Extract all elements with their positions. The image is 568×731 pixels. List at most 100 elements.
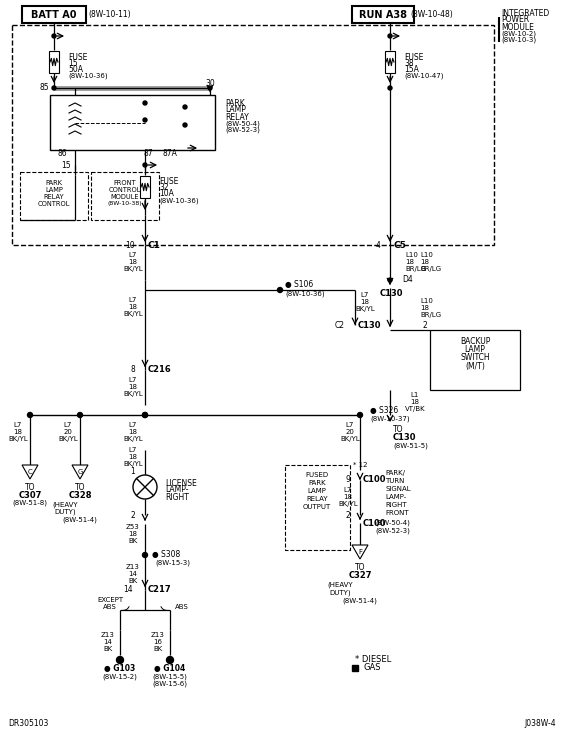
Text: RUN A38: RUN A38 (359, 10, 407, 20)
Text: 14: 14 (123, 586, 133, 594)
Text: LAMP: LAMP (307, 488, 327, 494)
Text: TO: TO (25, 482, 35, 491)
Bar (352, 6, 414, 23)
Text: BACKUP: BACKUP (460, 338, 490, 346)
Text: FUSE: FUSE (159, 178, 178, 186)
Text: ● G103: ● G103 (105, 664, 136, 673)
Text: RIGHT: RIGHT (385, 502, 407, 508)
Text: MODULE: MODULE (111, 194, 139, 200)
Text: BK/YL: BK/YL (355, 306, 375, 312)
Text: BK/YL: BK/YL (123, 311, 143, 317)
Text: DUTY): DUTY) (329, 590, 351, 596)
Text: (8W-52-3): (8W-52-3) (225, 126, 260, 133)
Circle shape (183, 105, 187, 109)
Text: D4: D4 (402, 276, 413, 284)
Text: BK/YL: BK/YL (340, 436, 360, 442)
Text: 15: 15 (68, 58, 78, 67)
Text: (8W-10-2): (8W-10-2) (501, 31, 536, 37)
Text: C130: C130 (380, 289, 403, 298)
Circle shape (388, 278, 392, 282)
Text: 20: 20 (64, 429, 73, 435)
Text: 18: 18 (420, 259, 429, 265)
Text: 86: 86 (57, 148, 67, 157)
Text: RIGHT: RIGHT (165, 493, 189, 501)
Text: BK: BK (128, 538, 137, 544)
Text: RELAY: RELAY (306, 496, 328, 502)
Bar (22, 6, 86, 23)
Text: (8W-51-4): (8W-51-4) (62, 517, 98, 523)
Text: CONTROL: CONTROL (38, 201, 70, 207)
Text: ABS: ABS (175, 604, 189, 610)
Text: 20: 20 (345, 429, 354, 435)
Text: VT/BK: VT/BK (404, 406, 425, 412)
Text: J038W-4: J038W-4 (524, 719, 556, 727)
Text: (8W-50-4): (8W-50-4) (225, 121, 260, 127)
Text: 87: 87 (143, 148, 153, 157)
Text: L1: L1 (411, 392, 419, 398)
Text: DR305103: DR305103 (8, 719, 48, 727)
Text: C100: C100 (363, 518, 386, 528)
Text: C5: C5 (393, 240, 406, 249)
Text: 1: 1 (131, 466, 135, 475)
Circle shape (143, 101, 147, 105)
Text: * DIESEL: * DIESEL (355, 656, 391, 664)
Text: L7: L7 (129, 377, 137, 383)
Text: TO: TO (75, 482, 85, 491)
Text: (8W-15-5): (8W-15-5) (153, 674, 187, 681)
Polygon shape (352, 545, 368, 559)
Text: RELAY: RELAY (44, 194, 64, 200)
Text: FUSED: FUSED (306, 472, 328, 478)
Bar (20, 172, 88, 220)
Text: (8W-15-2): (8W-15-2) (103, 674, 137, 681)
Text: L7: L7 (14, 422, 22, 428)
Circle shape (166, 656, 173, 664)
Text: LICENSE: LICENSE (165, 479, 197, 488)
Text: INTEGRATED: INTEGRATED (501, 9, 549, 18)
Circle shape (143, 553, 148, 558)
Text: BK/YL: BK/YL (338, 501, 358, 507)
Text: PARK: PARK (225, 99, 245, 107)
Circle shape (77, 412, 82, 417)
Text: BR/LG: BR/LG (420, 266, 441, 272)
Text: Z13: Z13 (151, 632, 165, 638)
Text: 14: 14 (128, 571, 137, 577)
Text: RELAY: RELAY (225, 113, 249, 121)
Text: 2: 2 (345, 510, 350, 520)
Text: 2: 2 (422, 320, 427, 330)
Text: Z53: Z53 (126, 524, 140, 530)
Text: L7: L7 (361, 292, 369, 298)
Text: BK/YL: BK/YL (123, 266, 143, 272)
Circle shape (27, 412, 32, 417)
Text: 18: 18 (128, 454, 137, 460)
Text: PARK/: PARK/ (385, 470, 405, 476)
Text: LAMP-: LAMP- (385, 494, 406, 500)
Text: 85: 85 (39, 83, 49, 93)
Text: * 12: * 12 (353, 462, 367, 468)
Text: C2: C2 (335, 320, 345, 330)
Text: MODULE: MODULE (501, 23, 534, 31)
Text: ABS: ABS (103, 604, 117, 610)
Text: (8W-15-3): (8W-15-3) (155, 560, 190, 567)
Text: L7: L7 (129, 422, 137, 428)
Text: 15A: 15A (404, 64, 419, 74)
Bar (385, 51, 395, 73)
Text: C: C (28, 469, 32, 475)
Circle shape (133, 475, 157, 499)
Text: BK: BK (103, 646, 112, 652)
Text: 16: 16 (153, 639, 162, 645)
Text: 18: 18 (405, 259, 414, 265)
Text: CONTROL: CONTROL (109, 187, 141, 193)
Text: C130: C130 (393, 433, 416, 442)
Text: LAMP: LAMP (45, 187, 63, 193)
Text: C328: C328 (68, 491, 92, 499)
Text: 18: 18 (128, 384, 137, 390)
Text: FUSE: FUSE (404, 53, 423, 61)
Text: 18: 18 (128, 429, 137, 435)
Text: (8W-10-37): (8W-10-37) (370, 416, 410, 423)
Text: 18: 18 (128, 259, 137, 265)
Circle shape (183, 123, 187, 127)
Text: 2: 2 (130, 512, 135, 520)
Text: TURN: TURN (385, 478, 404, 484)
Bar (49, 51, 59, 73)
Text: TO: TO (355, 562, 365, 572)
